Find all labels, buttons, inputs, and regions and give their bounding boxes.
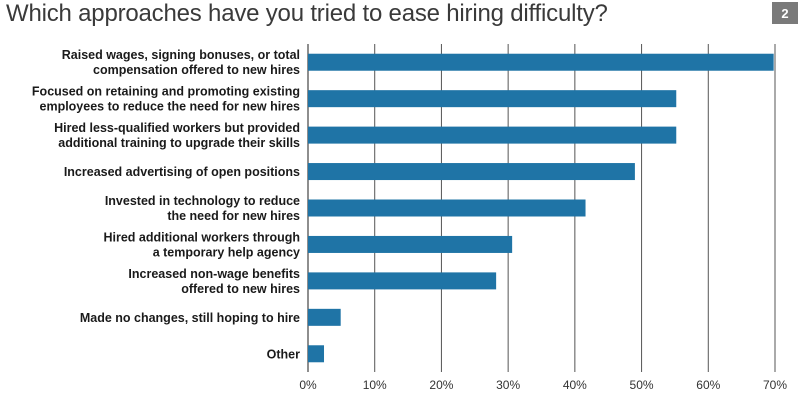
bar bbox=[308, 163, 635, 181]
category-label: Increased advertising of open positions bbox=[64, 165, 300, 179]
category-label: Increased non-wage benefits offered to ne… bbox=[128, 267, 300, 296]
bar bbox=[308, 308, 341, 326]
bar bbox=[308, 53, 774, 71]
x-tick-label: 20% bbox=[429, 378, 453, 392]
bar bbox=[308, 235, 513, 253]
x-tick-label: 10% bbox=[363, 378, 387, 392]
x-tick-label: 50% bbox=[630, 378, 654, 392]
category-label: Raised wages, signing bonuses, or total c… bbox=[62, 48, 300, 77]
bar bbox=[308, 199, 586, 217]
category-label: Invested in technology to reduce the need… bbox=[105, 194, 300, 223]
bar bbox=[308, 272, 497, 290]
x-tick-label: 40% bbox=[563, 378, 587, 392]
chart-title: Which approaches have you tried to ease … bbox=[6, 0, 608, 27]
bar bbox=[308, 90, 677, 108]
x-tick-label: 60% bbox=[696, 378, 720, 392]
category-label: Focused on retaining and promoting exist… bbox=[32, 85, 300, 114]
category-label: Made no changes, still hoping to hire bbox=[80, 311, 300, 325]
bar bbox=[308, 345, 325, 363]
x-tick-label: 0% bbox=[299, 378, 317, 392]
category-label: Other bbox=[267, 347, 300, 361]
category-label: Hired less-qualified workers but provide… bbox=[54, 121, 300, 150]
x-tick-label: 30% bbox=[496, 378, 520, 392]
category-label: Hired additional workers through a tempor… bbox=[103, 230, 300, 259]
bar bbox=[308, 126, 677, 144]
x-tick-label: 70% bbox=[763, 378, 787, 392]
figure-number-badge: 2 bbox=[772, 2, 798, 24]
